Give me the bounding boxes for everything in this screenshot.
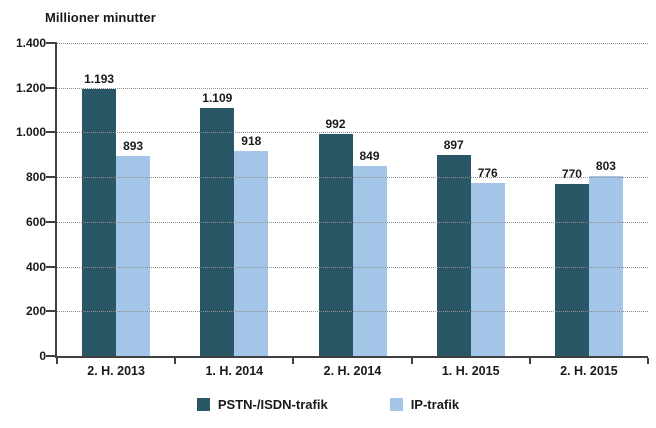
y-axis-tick — [46, 86, 57, 89]
bar-group: 897 776 — [412, 43, 530, 356]
bar-pstn-isdn-trafik: 897 — [436, 138, 471, 356]
bar-group: 770 803 — [530, 43, 648, 356]
y-tick-label: 0 — [39, 349, 46, 363]
chart-title: Millioner minutter — [45, 10, 156, 25]
x-axis-tick — [56, 358, 58, 364]
gridline — [57, 177, 648, 179]
bar-pstn-isdn-trafik: 1.109 — [200, 91, 235, 356]
bar-pstn-isdn-trafik: 992 — [318, 117, 353, 356]
bar-value-label: 776 — [477, 165, 498, 180]
legend-label: IP-trafik — [410, 397, 460, 412]
x-tick-label: 2. H. 2015 — [560, 364, 618, 378]
y-axis-tick — [46, 355, 57, 357]
y-tick-label: 1.000 — [15, 125, 46, 140]
bar-group: 1.193 893 — [57, 43, 175, 356]
y-axis-tick — [46, 265, 57, 268]
x-axis-tick — [528, 358, 531, 364]
bar-ip-trafik: 776 — [470, 166, 505, 356]
bar-value-label: 918 — [241, 133, 262, 148]
gridline — [57, 266, 648, 268]
legend-item-ip-trafik: IP-trafik — [389, 397, 460, 412]
gridline — [57, 132, 648, 134]
legend-swatch-pstn-isdn-trafik — [196, 398, 210, 411]
bar-value-label: 770 — [561, 166, 582, 181]
bar-value-label: 803 — [595, 159, 616, 174]
x-axis-tick — [292, 358, 295, 364]
bar-value-label: 992 — [325, 117, 346, 132]
x-tick-label: 2. H. 2013 — [87, 364, 145, 378]
bar-pstn-isdn-trafik: 770 — [554, 167, 589, 356]
legend-item-pstn-isdn-trafik: PSTN-/ISDN-trafik — [196, 397, 328, 412]
y-tick-label: 1.200 — [15, 80, 46, 95]
y-axis-tick — [46, 220, 57, 223]
y-tick-label: 600 — [25, 214, 46, 229]
bar-ip-trafik: 893 — [116, 139, 151, 356]
x-axis-tick — [647, 358, 649, 364]
bar-ip-trafik: 849 — [352, 149, 387, 356]
x-axis-tick — [174, 358, 177, 364]
gridline — [57, 43, 648, 44]
legend-swatch-ip-trafik — [389, 398, 403, 411]
x-axis-tick — [410, 358, 413, 364]
y-tick-label: 800 — [25, 170, 46, 185]
bar-group: 992 849 — [293, 43, 411, 356]
bar-ip-trafik: 918 — [234, 134, 269, 356]
bar-value-label: 893 — [123, 139, 144, 154]
gridline — [57, 87, 648, 89]
bar-value-label: 897 — [443, 138, 464, 153]
y-tick-label: 1.400 — [15, 36, 46, 50]
y-tick-label: 400 — [25, 259, 46, 274]
bar-value-label: 849 — [359, 149, 380, 164]
bar-value-label: 1.193 — [84, 72, 115, 87]
y-axis-tick — [46, 310, 57, 313]
y-axis-labels: 1.400 1.200 1.000 800 600 400 200 0 — [0, 36, 46, 363]
bar-groups: 1.193 893 1.109 918 992 849 897 776 770 803 — [57, 43, 648, 356]
bar-ip-trafik: 803 — [588, 159, 623, 356]
x-tick-label: 1. H. 2015 — [441, 364, 500, 378]
legend-label: PSTN-/ISDN-trafik — [217, 397, 328, 412]
y-tick-label: 200 — [25, 304, 46, 319]
bar-value-label: 1.109 — [202, 91, 233, 106]
y-axis-tick — [46, 131, 57, 134]
bar-group: 1.109 918 — [175, 43, 293, 356]
gridline — [57, 311, 648, 313]
y-axis-tick — [46, 42, 57, 44]
gridline — [57, 221, 648, 223]
legend: PSTN-/ISDN-trafik IP-trafik — [0, 397, 656, 412]
plot-area: 1.193 893 1.109 918 992 849 897 776 770 803 — [46, 42, 649, 364]
x-tick-label: 2. H. 2014 — [323, 364, 382, 378]
y-axis-tick — [46, 176, 57, 179]
x-tick-label: 1. H. 2014 — [205, 364, 264, 378]
x-axis-labels: 2. H. 2013 1. H. 2014 2. H. 2014 1. H. 2015… — [57, 364, 648, 378]
